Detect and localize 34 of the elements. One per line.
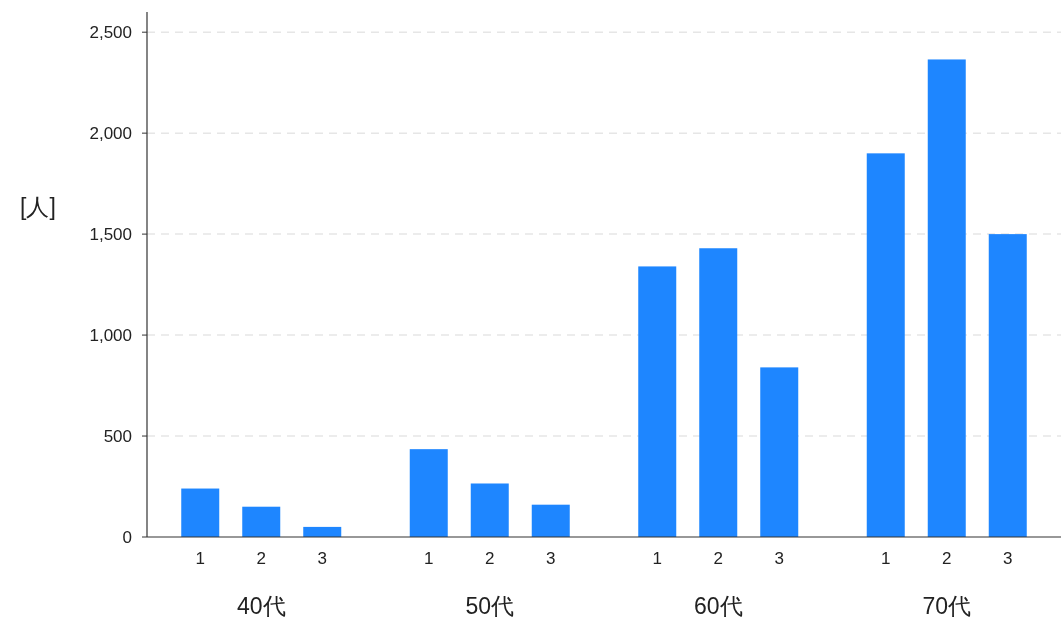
x-tick-label: 50代 (465, 593, 515, 618)
bar (470, 483, 509, 537)
x-tick-label: 70代 (922, 593, 972, 618)
y-tick-label: 2,500 (89, 23, 132, 43)
text: 2 (713, 549, 723, 568)
text: 3 (1003, 549, 1013, 568)
y-tick-label: 1,000 (89, 326, 132, 346)
text: 3 (774, 549, 784, 568)
bar (866, 153, 905, 537)
bar (181, 488, 220, 537)
bar (531, 504, 570, 537)
text: 2 (942, 549, 952, 568)
y-tick-label: 0 (122, 528, 132, 547)
text: 1 (424, 549, 434, 568)
text: 3 (546, 549, 556, 568)
bar (760, 367, 799, 537)
series-label: 3 (317, 549, 327, 568)
bar (409, 449, 448, 537)
bar (699, 248, 738, 537)
text: 2 (485, 549, 495, 568)
x-tick-label: 60代 (693, 593, 743, 618)
series-label: 2 (256, 549, 266, 568)
y-tick-label: 500 (103, 427, 132, 447)
series-label: 1 (195, 549, 205, 568)
text: 1 (881, 549, 891, 568)
bar (638, 266, 677, 537)
x-tick-label: 40代 (236, 593, 286, 618)
bar (927, 59, 966, 537)
y-tick-label: 1,500 (89, 225, 132, 245)
y-axis-title: [人] (20, 194, 56, 220)
text: 1 (652, 549, 662, 568)
bar (242, 506, 281, 537)
y-tick-label: 2,000 (89, 124, 132, 144)
bar (988, 234, 1027, 537)
